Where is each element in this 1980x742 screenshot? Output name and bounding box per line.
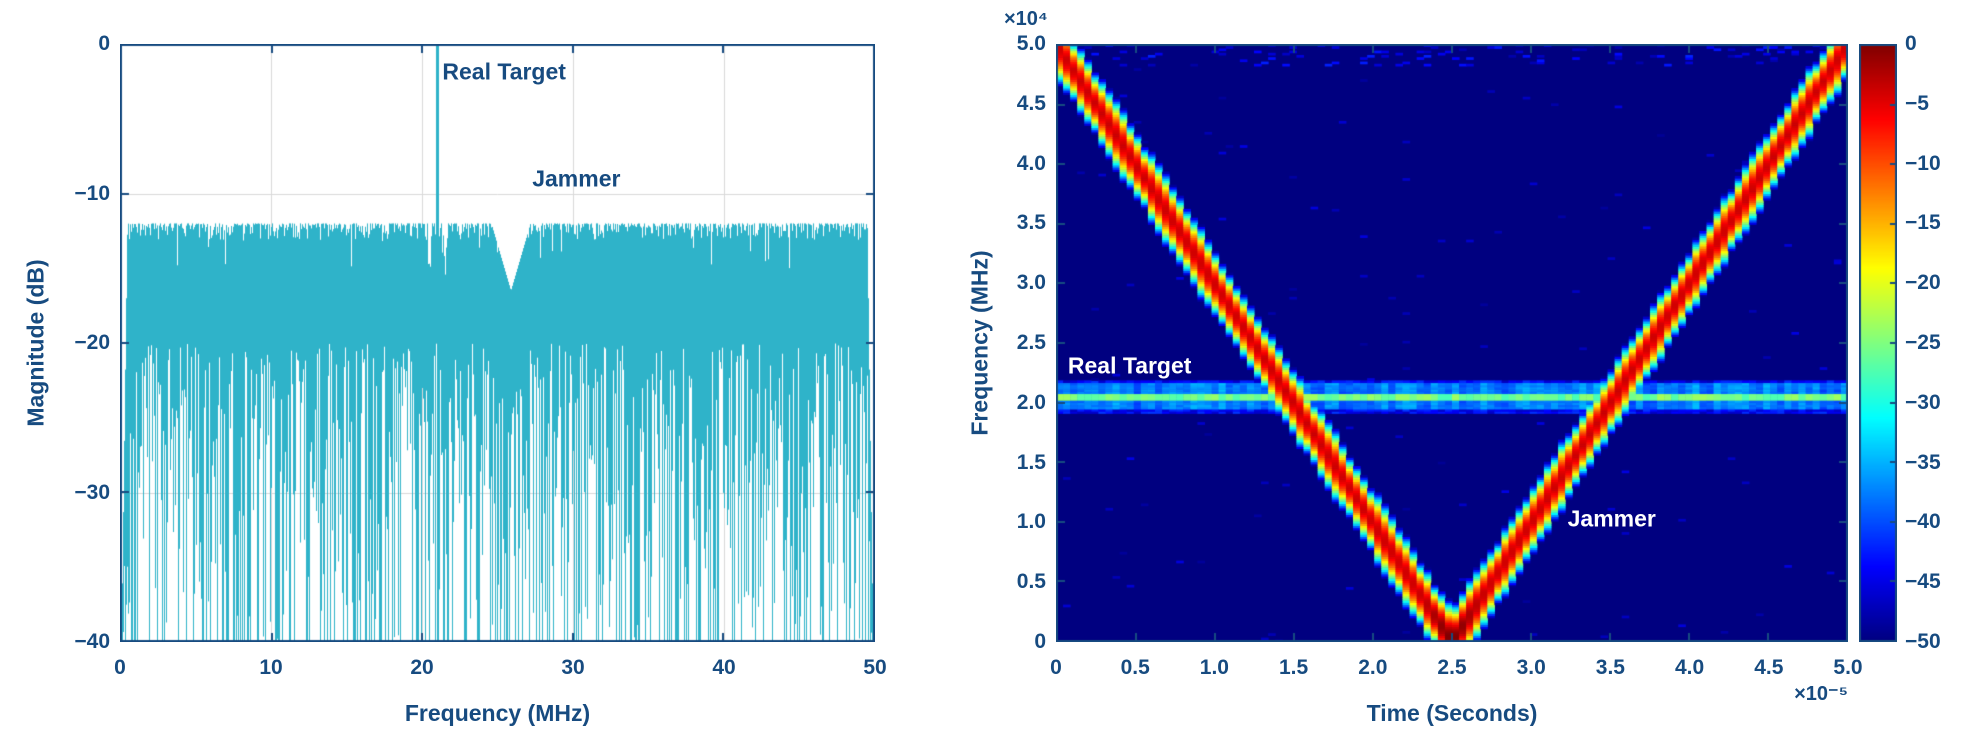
annotation-jammer-spectrogram: Jammer xyxy=(1567,505,1656,532)
spectrogram-x-tick-label: 3.5 xyxy=(1595,656,1625,679)
colorbar-tick-label: −5 xyxy=(1905,91,1929,115)
spectrum-x-tick-label: 10 xyxy=(259,656,283,679)
spectrum-y-tick-label: −20 xyxy=(74,331,110,354)
spectrum-y-tick-label: −40 xyxy=(74,630,110,653)
annotation-jammer-spectrum: Jammer xyxy=(532,165,621,192)
spectrum-x-tick-label: 40 xyxy=(712,656,736,679)
spectrum-plot-canvas xyxy=(120,44,875,642)
spectrogram-y-tick-label: 3.0 xyxy=(1016,271,1046,295)
spectrogram-y-tick-label: 1.5 xyxy=(1016,450,1046,474)
x-axis-exponent-label: ×10⁻⁵ xyxy=(1794,683,1848,705)
spectrum-x-tick-label: 30 xyxy=(561,656,585,679)
spectrogram-canvas xyxy=(1056,44,1848,642)
colorbar-tick-label: −35 xyxy=(1905,450,1941,474)
spectrogram-xlabel: Time (Seconds) xyxy=(1366,700,1538,726)
spectrogram-x-tick-label: 0 xyxy=(1050,656,1062,679)
spectrogram-ylabel: Frequency (MHz) xyxy=(966,250,993,436)
colorbar-tick-label: 0 xyxy=(1905,32,1917,55)
spectrum-x-tick-label: 20 xyxy=(410,656,434,679)
colorbar-tick-label: −40 xyxy=(1905,510,1941,534)
colorbar-tick-label: −15 xyxy=(1905,211,1941,235)
spectrogram-y-tick-label: 4.5 xyxy=(1016,91,1046,115)
colorbar-canvas xyxy=(1859,44,1897,642)
spectrogram-y-tick-label: 3.5 xyxy=(1016,211,1046,235)
spectrogram-x-tick-label: 4.0 xyxy=(1674,656,1705,679)
spectrogram-x-tick-label: 3.0 xyxy=(1516,656,1546,679)
colorbar-tick-label: −10 xyxy=(1905,151,1941,175)
colorbar-tick-label: −20 xyxy=(1905,271,1941,295)
spectrum-x-tick-label: 50 xyxy=(863,656,887,679)
colorbar-tick-label: −50 xyxy=(1905,630,1941,653)
spectrogram-y-tick-label: 5.0 xyxy=(1016,32,1046,55)
spectrogram-x-tick-label: 4.5 xyxy=(1754,656,1784,679)
y-axis-exponent-label: ×10⁴ xyxy=(1004,8,1048,30)
spectrogram-x-tick-label: 5.0 xyxy=(1833,656,1863,679)
spectrogram-y-tick-label: 0.5 xyxy=(1016,570,1046,594)
spectrogram-x-tick-label: 2.0 xyxy=(1358,656,1388,679)
spectrogram-x-tick-label: 1.0 xyxy=(1199,656,1229,679)
spectrum-xlabel: Frequency (MHz) xyxy=(404,700,591,726)
spectrogram-y-tick-label: 2.5 xyxy=(1016,331,1046,354)
spectrum-y-tick-label: 0 xyxy=(98,32,110,55)
spectrum-y-tick-label: −30 xyxy=(74,480,110,504)
spectrogram-y-tick-label: 1.0 xyxy=(1016,510,1046,534)
colorbar-tick-label: −25 xyxy=(1905,331,1941,354)
colorbar-tick-label: −30 xyxy=(1905,390,1941,414)
spectrogram-y-tick-label: 2.0 xyxy=(1016,390,1046,414)
spectrogram-x-tick-label: 1.5 xyxy=(1278,656,1309,679)
spectrum-x-tick-label: 0 xyxy=(114,656,126,679)
annotation-real-target-spectrum: Real Target xyxy=(442,58,566,85)
colorbar-tick-label: −45 xyxy=(1905,570,1941,594)
annotation-real-target-spectrogram: Real Target xyxy=(1067,352,1192,379)
spectrogram-x-tick-label: 2.5 xyxy=(1437,656,1467,679)
spectrogram-y-tick-label: 0 xyxy=(1034,630,1046,653)
spectrogram-y-tick-label: 4.0 xyxy=(1016,151,1046,175)
spectrum-ylabel: Magnitude (dB) xyxy=(22,259,49,427)
spectrogram-x-tick-label: 0.5 xyxy=(1120,656,1150,679)
spectrum-y-tick-label: −10 xyxy=(74,181,110,205)
